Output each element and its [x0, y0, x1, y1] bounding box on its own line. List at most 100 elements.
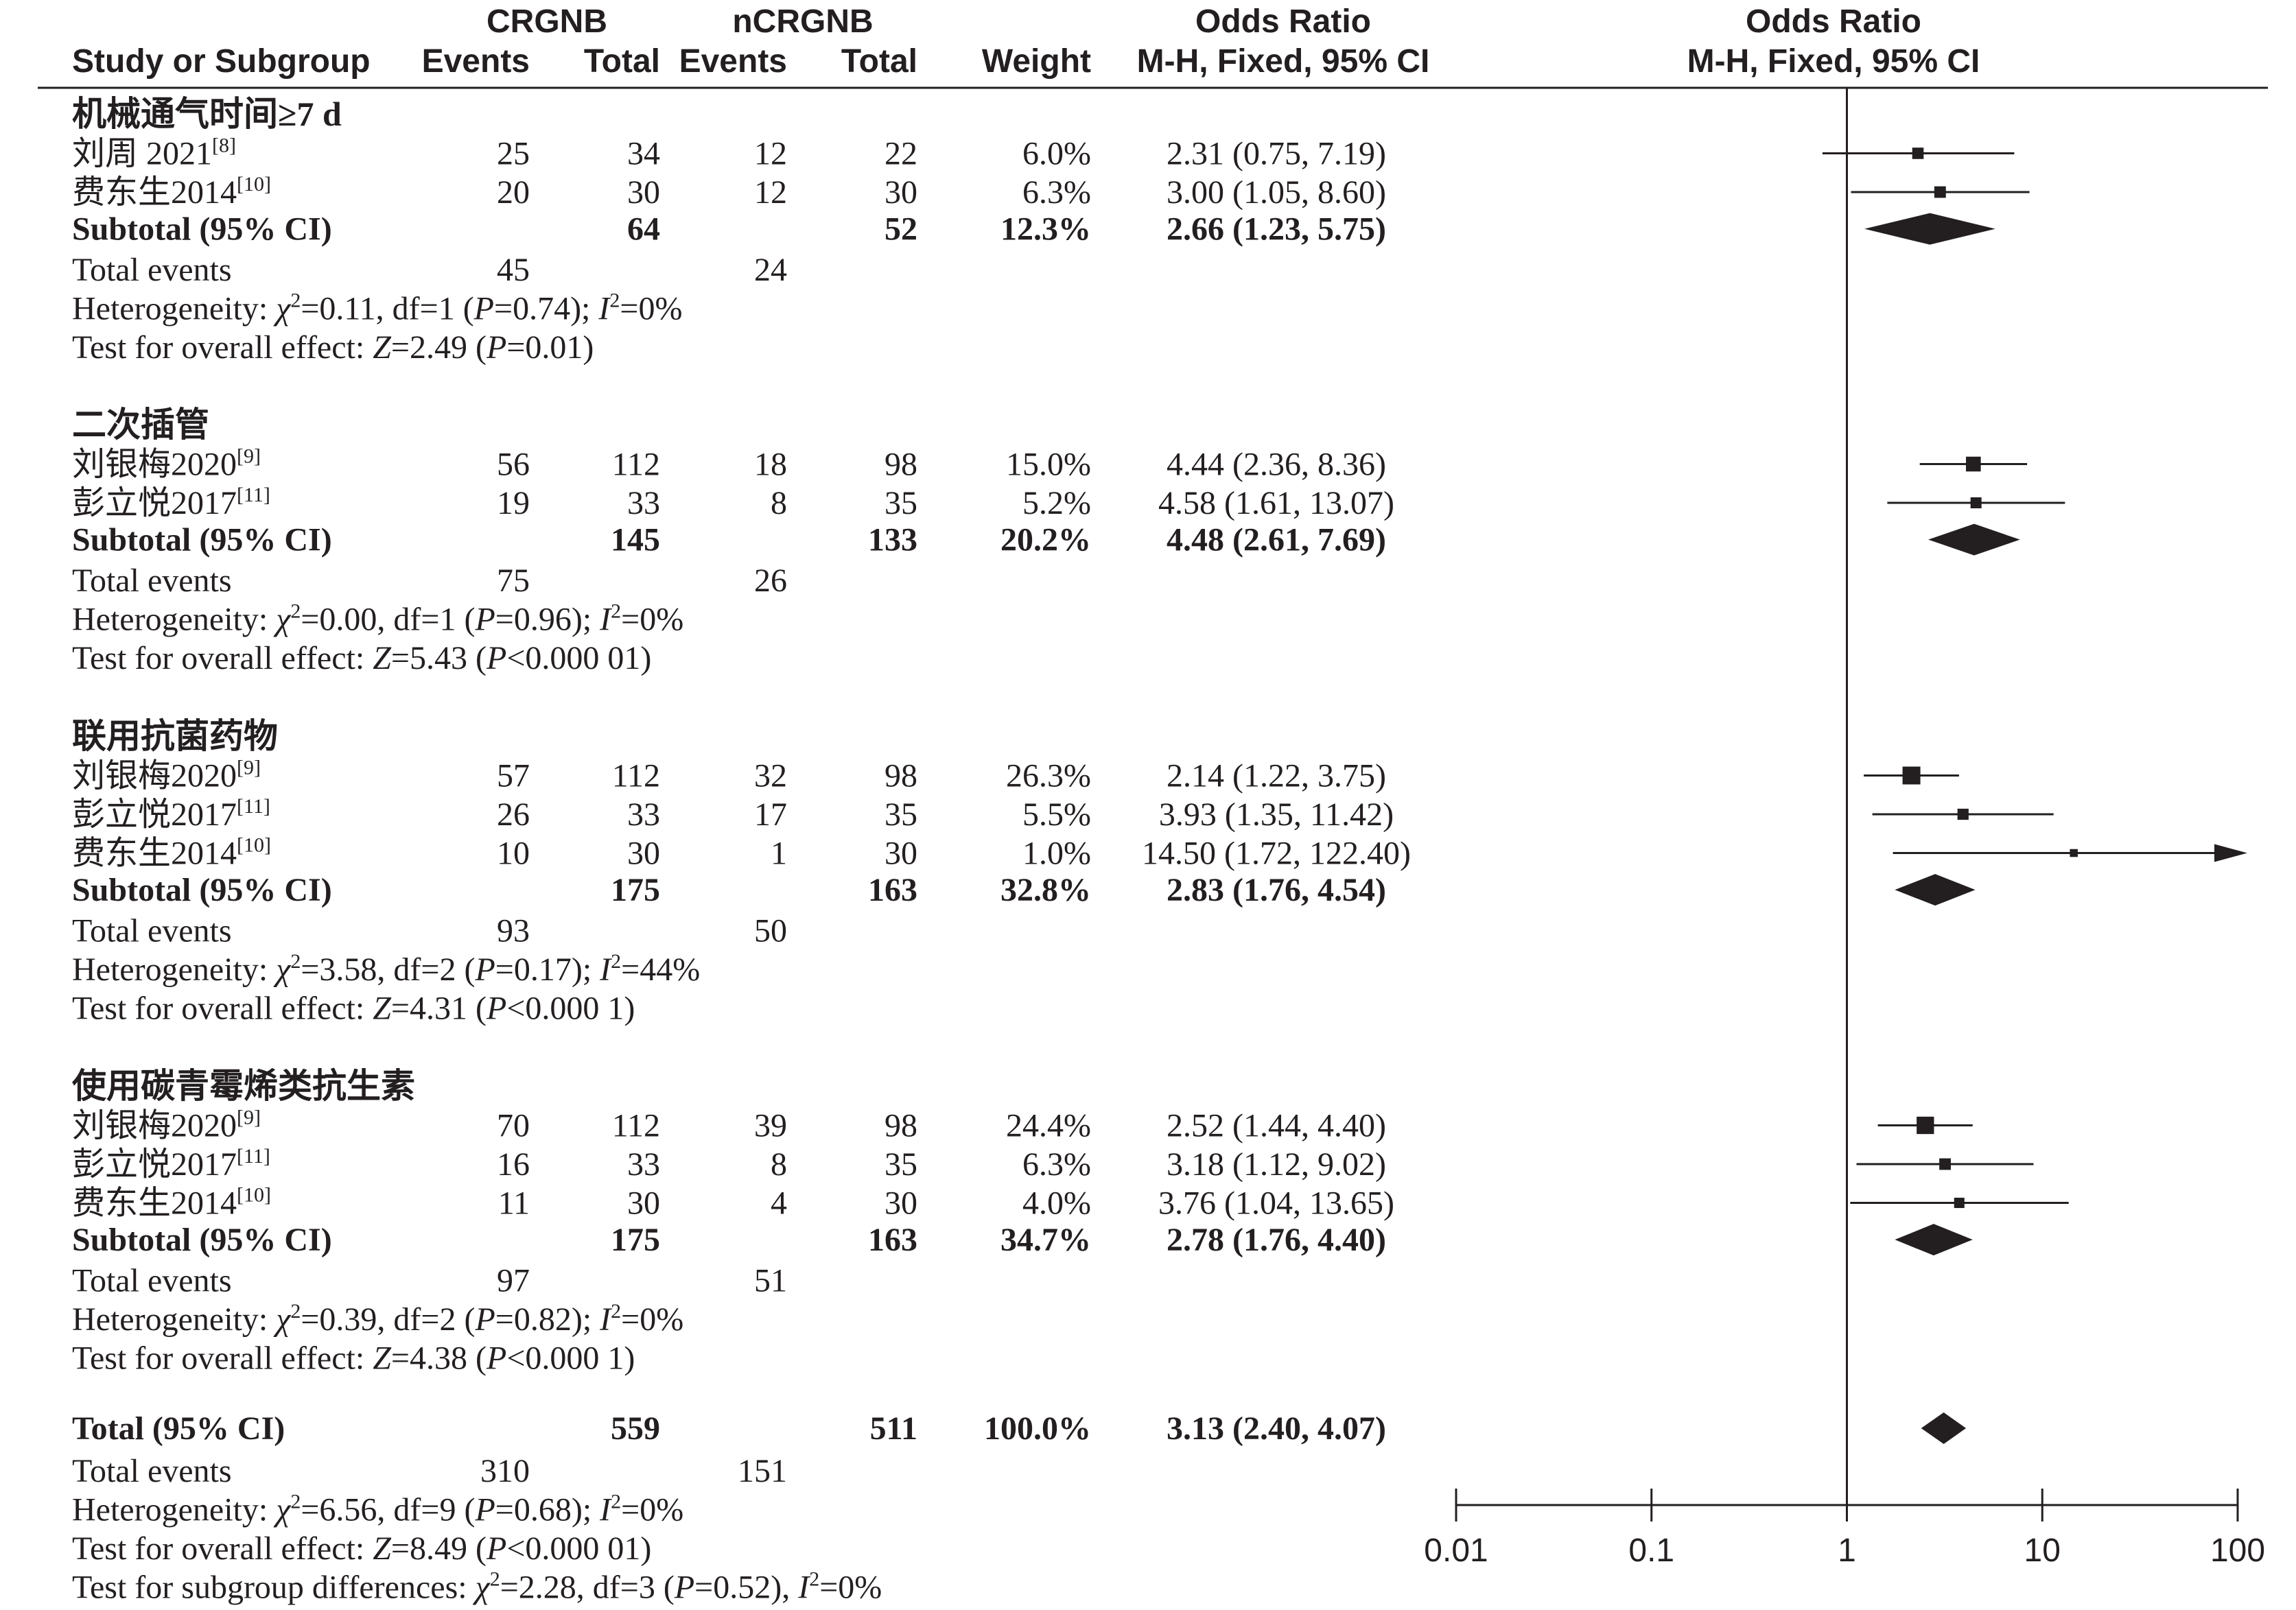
- events-crgnb: 56: [497, 447, 530, 483]
- total-crgnb: 112: [612, 447, 660, 483]
- subtotal-weight: 20.2%: [1000, 522, 1091, 558]
- overall-events-label: Total events: [72, 1453, 232, 1489]
- subgroup-title: 机械通气时间≥7 d: [72, 95, 342, 133]
- events-ncrgnb: 39: [754, 1108, 787, 1144]
- total-or-ci: 3.13 (2.40, 4.07): [1167, 1410, 1386, 1447]
- study-square: [1970, 497, 1982, 509]
- events-ncrgnb: 4: [771, 1185, 787, 1222]
- study-weight: 15.0%: [1006, 447, 1091, 483]
- subtotal-total-crgnb: 175: [611, 1222, 660, 1258]
- events-ncrgnb: 17: [754, 796, 787, 833]
- subtotal-label: Subtotal (95% CI): [72, 211, 332, 248]
- overall-effect-text: Test for overall effect: Z=4.38 (P<0.000…: [72, 1340, 635, 1377]
- study-square: [1957, 808, 1969, 820]
- header-or-title: Odds Ratio: [1195, 3, 1371, 40]
- overall-effect-text: Test for overall effect: Z=4.31 (P<0.000…: [72, 991, 635, 1027]
- total-events-ncrgnb: 24: [754, 252, 787, 288]
- events-ncrgnb: 8: [771, 485, 787, 521]
- total-label: Total (95% CI): [72, 1410, 285, 1447]
- total-events-label: Total events: [72, 252, 232, 288]
- events-ncrgnb: 32: [754, 758, 787, 794]
- heterogeneity-text: Heterogeneity: χ2=0.00, df=1 (P=0.96); I…: [72, 600, 683, 638]
- total-ncrgnb: 35: [885, 1146, 917, 1183]
- total-total-crgnb: 559: [611, 1410, 660, 1447]
- subtotal-label: Subtotal (95% CI): [72, 522, 332, 558]
- subtotal-or-ci: 2.83 (1.76, 4.54): [1167, 872, 1386, 908]
- events-crgnb: 16: [497, 1146, 530, 1183]
- overall-heterogeneity-text: Heterogeneity: χ2=6.56, df=9 (P=0.68); I…: [72, 1491, 683, 1528]
- total-events-label: Total events: [72, 563, 232, 599]
- x-tick-label: 100: [2210, 1532, 2265, 1569]
- x-tick-label: 0.01: [1424, 1532, 1488, 1569]
- overall-events-ncrgnb: 151: [738, 1453, 787, 1489]
- study-or-ci: 3.18 (1.12, 9.02): [1167, 1146, 1386, 1183]
- subtotal-total-ncrgnb: 163: [868, 1222, 917, 1258]
- subtotal-label: Subtotal (95% CI): [72, 1222, 332, 1258]
- study-weight: 4.0%: [1022, 1185, 1091, 1222]
- subtotal-or-ci: 2.78 (1.76, 4.40): [1167, 1222, 1386, 1258]
- subtotal-total-ncrgnb: 133: [868, 522, 917, 558]
- study-square: [1912, 147, 1924, 159]
- header-crgnb: CRGNB: [487, 3, 607, 40]
- total-ncrgnb: 30: [885, 836, 917, 872]
- study-weight: 5.5%: [1022, 796, 1091, 833]
- header-or-method: M-H, Fixed, 95% CI: [1137, 43, 1430, 80]
- total-total-ncrgnb: 511: [870, 1410, 917, 1447]
- overall-effect-text: Test for overall effect: Z=2.49 (P=0.01): [72, 329, 594, 366]
- ci-arrow: [2214, 844, 2247, 862]
- events-ncrgnb: 8: [771, 1146, 787, 1183]
- study-label: 刘银梅2020[9]: [72, 757, 261, 794]
- study-square: [1934, 186, 1946, 198]
- study-or-ci: 14.50 (1.72, 122.40): [1142, 836, 1411, 872]
- events-crgnb: 20: [497, 174, 530, 211]
- subgroup-title: 联用抗菌药物: [72, 717, 278, 755]
- overall-events-crgnb: 310: [480, 1453, 530, 1489]
- events-crgnb: 25: [497, 136, 530, 172]
- total-crgnb: 112: [612, 758, 660, 794]
- study-label: 彭立悦2017[11]: [72, 1145, 270, 1183]
- study-label: 费东生2014[10]: [72, 173, 271, 211]
- study-or-ci: 4.44 (2.36, 8.36): [1167, 447, 1386, 483]
- subtotal-weight: 34.7%: [1000, 1222, 1091, 1258]
- study-or-ci: 3.93 (1.35, 11.42): [1159, 796, 1394, 833]
- subtotal-total-crgnb: 145: [611, 522, 660, 558]
- total-events-ncrgnb: 51: [754, 1263, 787, 1299]
- subtotal-or-ci: 2.66 (1.23, 5.75): [1167, 211, 1386, 248]
- events-crgnb: 10: [497, 836, 530, 872]
- subtotal-diamond: [1895, 874, 1976, 906]
- study-weight: 6.3%: [1022, 1146, 1091, 1183]
- header-events-2: Events: [679, 43, 787, 80]
- total-events-crgnb: 93: [497, 913, 530, 949]
- subtotal-total-ncrgnb: 163: [868, 872, 917, 908]
- subtotal-weight: 12.3%: [1000, 211, 1091, 248]
- total-crgnb: 33: [627, 1146, 660, 1183]
- events-crgnb: 11: [498, 1185, 530, 1222]
- heterogeneity-text: Heterogeneity: χ2=0.39, df=2 (P=0.82); I…: [72, 1300, 683, 1338]
- study-label: 彭立悦2017[11]: [72, 795, 270, 833]
- total-events-crgnb: 75: [497, 563, 530, 599]
- study-square: [1954, 1197, 1965, 1209]
- study-label: 彭立悦2017[11]: [72, 484, 270, 521]
- header-plot-method: M-H, Fixed, 95% CI: [1687, 43, 1980, 80]
- total-diamond: [1921, 1412, 1967, 1444]
- study-or-ci: 3.00 (1.05, 8.60): [1167, 174, 1386, 211]
- total-events-ncrgnb: 26: [754, 563, 787, 599]
- total-ncrgnb: 98: [885, 1108, 917, 1144]
- header-events-1: Events: [422, 43, 530, 80]
- study-or-ci: 2.31 (0.75, 7.19): [1167, 136, 1386, 172]
- study-weight: 6.0%: [1022, 136, 1091, 172]
- subgroup-differences-text: Test for subgroup differences: χ2=2.28, …: [72, 1568, 882, 1606]
- x-tick-label: 0.1: [1628, 1532, 1674, 1569]
- heterogeneity-text: Heterogeneity: χ2=0.11, df=1 (P=0.74); I…: [72, 289, 682, 327]
- study-square: [1917, 1116, 1934, 1135]
- total-ncrgnb: 35: [885, 796, 917, 833]
- subtotal-total-crgnb: 175: [611, 872, 660, 908]
- header-study: Study or Subgroup: [72, 43, 371, 80]
- study-weight: 24.4%: [1006, 1108, 1091, 1144]
- total-crgnb: 30: [627, 174, 660, 211]
- study-label: 费东生2014[10]: [72, 1184, 271, 1222]
- events-crgnb: 19: [497, 485, 530, 521]
- total-events-label: Total events: [72, 913, 232, 949]
- total-events-crgnb: 97: [497, 1263, 530, 1299]
- events-ncrgnb: 1: [771, 836, 787, 872]
